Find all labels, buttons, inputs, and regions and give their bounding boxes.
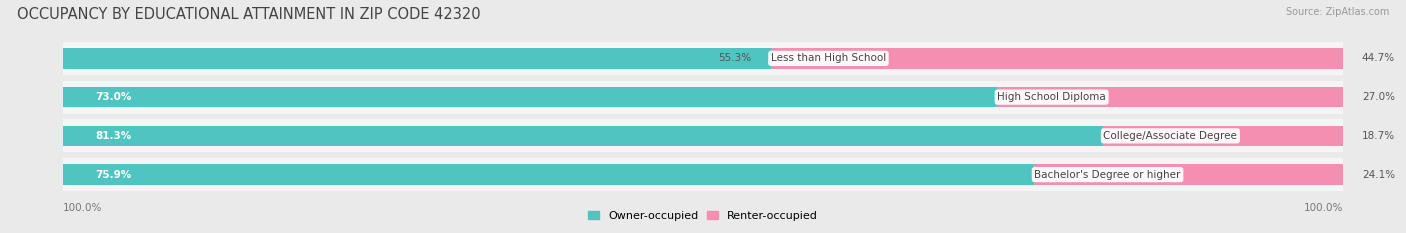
Bar — [1104, 126, 1343, 146]
Text: 27.0%: 27.0% — [1362, 92, 1395, 102]
Bar — [1035, 164, 1343, 185]
Bar — [63, 164, 1035, 185]
Text: OCCUPANCY BY EDUCATIONAL ATTAINMENT IN ZIP CODE 42320: OCCUPANCY BY EDUCATIONAL ATTAINMENT IN Z… — [17, 7, 481, 22]
Bar — [63, 48, 770, 69]
Text: 24.1%: 24.1% — [1362, 170, 1395, 180]
Bar — [63, 126, 1104, 146]
Text: 55.3%: 55.3% — [718, 53, 752, 63]
Text: 44.7%: 44.7% — [1362, 53, 1395, 63]
Legend: Owner-occupied, Renter-occupied: Owner-occupied, Renter-occupied — [583, 206, 823, 225]
Text: 81.3%: 81.3% — [96, 131, 132, 141]
Text: 100.0%: 100.0% — [1303, 203, 1343, 213]
Text: 18.7%: 18.7% — [1362, 131, 1395, 141]
Text: 73.0%: 73.0% — [96, 92, 132, 102]
Text: Bachelor's Degree or higher: Bachelor's Degree or higher — [1035, 170, 1181, 180]
Bar — [63, 87, 997, 107]
Text: 100.0%: 100.0% — [63, 203, 103, 213]
Text: 75.9%: 75.9% — [96, 170, 132, 180]
Text: Source: ZipAtlas.com: Source: ZipAtlas.com — [1285, 7, 1389, 17]
Text: Less than High School: Less than High School — [770, 53, 886, 63]
Text: High School Diploma: High School Diploma — [997, 92, 1107, 102]
Bar — [770, 48, 1343, 69]
Bar — [997, 87, 1343, 107]
Text: College/Associate Degree: College/Associate Degree — [1104, 131, 1237, 141]
